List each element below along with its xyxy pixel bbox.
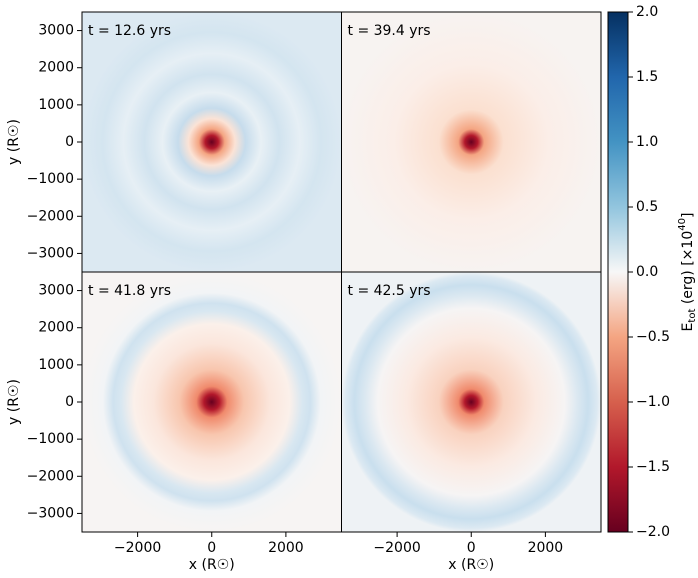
colorbar-label-part: E: [680, 323, 696, 332]
y-tick-label: −1000: [27, 431, 74, 447]
colorbar-label-part: (erg) [×10: [680, 231, 696, 309]
y-tick-label: −3000: [27, 245, 74, 261]
y-tick-label: 2000: [38, 60, 74, 76]
y-tick-label: −2000: [27, 468, 74, 484]
y-tick-label: 0: [65, 134, 74, 150]
time-annotation: t = 41.8 yrs: [88, 283, 171, 299]
y-tick-label: −3000: [27, 505, 74, 521]
colorbar-tick-label: 1.5: [636, 69, 658, 85]
colorbar-tick-label: 0.0: [636, 264, 658, 280]
colorbar-tick-label: 2.0: [636, 4, 658, 20]
x-tick-label: 2000: [268, 540, 304, 556]
y-tick-label: 2000: [38, 320, 74, 336]
y-tick-label: 1000: [38, 97, 74, 113]
x-tick-label: 0: [207, 540, 216, 556]
colorbar-tick-label: 0.5: [636, 199, 658, 215]
colorbar-label-part: 40: [677, 218, 688, 231]
x-tick-label: −2000: [114, 540, 161, 556]
time-annotation: t = 39.4 yrs: [348, 23, 431, 39]
time-annotation: t = 12.6 yrs: [88, 23, 171, 39]
y-tick-label: −1000: [27, 171, 74, 187]
y-axis-label: y (R☉): [6, 379, 22, 425]
y-tick-label: −2000: [27, 208, 74, 224]
x-tick-label: 0: [467, 540, 476, 556]
x-axis-label: x (R☉): [448, 557, 494, 573]
y-tick-label: 0: [65, 394, 74, 410]
field-image: [82, 272, 342, 532]
colorbar-label: Etot (erg) [×1040]: [677, 213, 698, 332]
y-tick-label: 1000: [38, 357, 74, 373]
colorbar-tick-label: −0.5: [636, 329, 670, 345]
field-image: [82, 12, 342, 272]
colorbar-tick-label: −2.0: [636, 524, 670, 540]
field-image: [341, 12, 601, 272]
field-image: [341, 272, 601, 532]
colorbar-tick-label: −1.5: [636, 459, 670, 475]
colorbar-label-part: ]: [680, 213, 696, 218]
colorbar-tick-label: −1.0: [636, 394, 670, 410]
colorbar: [607, 11, 629, 533]
x-tick-label: −2000: [373, 540, 420, 556]
time-annotation: t = 42.5 yrs: [348, 283, 431, 299]
colorbar-tick-label: 1.0: [636, 134, 658, 150]
x-axis-label: x (R☉): [189, 557, 235, 573]
colorbar-label-part: tot: [687, 309, 698, 323]
x-tick-label: 2000: [528, 540, 564, 556]
y-tick-label: 3000: [38, 23, 74, 39]
y-axis-label: y (R☉): [6, 119, 22, 165]
y-tick-label: 3000: [38, 283, 74, 299]
